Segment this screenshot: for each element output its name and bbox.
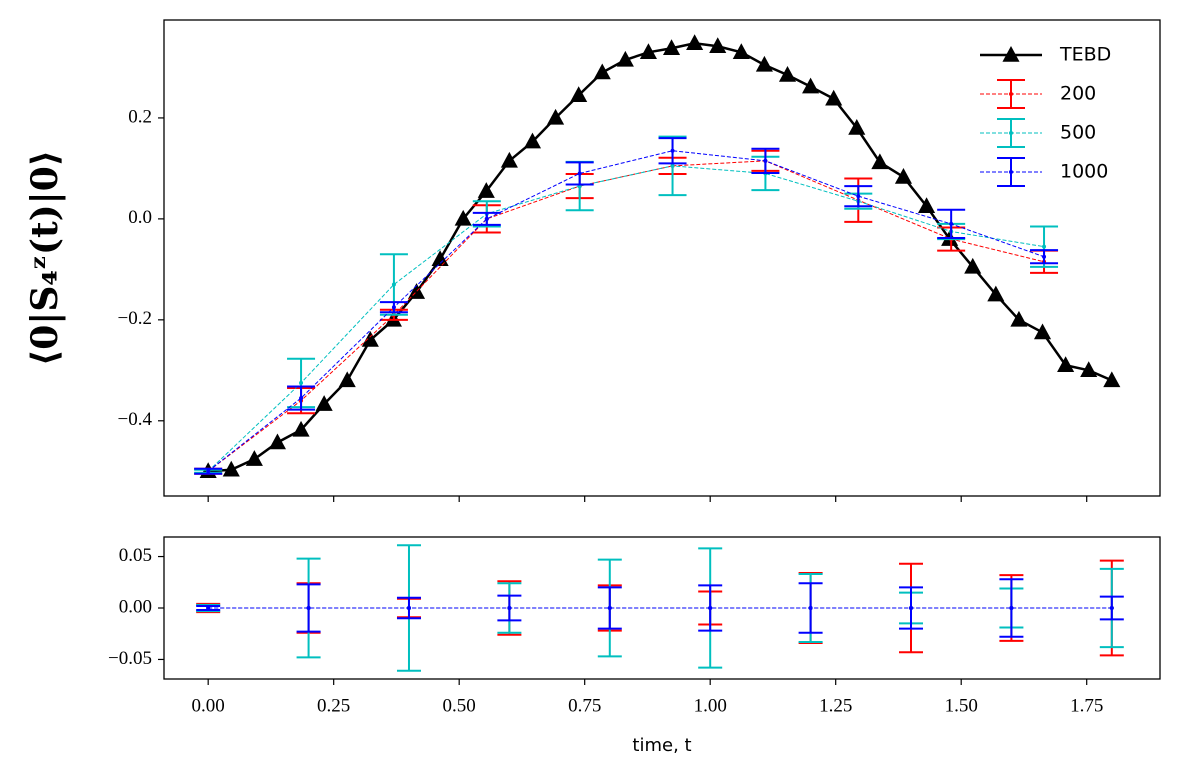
triangle-marker <box>222 460 240 477</box>
triangle-marker <box>315 395 333 411</box>
x-tick-label: 1.00 <box>694 695 727 716</box>
y-tick-label: −0.2 <box>118 308 152 329</box>
triangle-marker <box>1080 361 1098 378</box>
series-line <box>207 150 1045 472</box>
triangle-marker <box>245 450 263 466</box>
triangle-marker <box>848 119 866 135</box>
triangle-marker <box>616 50 634 67</box>
triangle-marker <box>1010 310 1028 327</box>
x-tick-label: 0.25 <box>317 695 350 716</box>
legend-marker <box>1009 131 1013 135</box>
y-tick-label: 0.00 <box>119 596 152 617</box>
triangle-marker <box>778 66 797 82</box>
point-marker <box>949 221 954 226</box>
triangle-marker <box>477 182 495 198</box>
triangle-marker <box>639 43 657 60</box>
triangle-marker <box>523 132 542 149</box>
y-tick-label: −0.4 <box>118 409 153 430</box>
axes-frame <box>163 19 1161 497</box>
point-marker <box>763 158 768 163</box>
triangle-marker <box>547 108 565 125</box>
legend-label: TEBD <box>1059 44 1111 66</box>
y-tick-label: −0.05 <box>108 648 152 669</box>
triangle-marker <box>871 153 889 170</box>
point-marker <box>1042 254 1047 259</box>
triangle-marker <box>662 39 681 56</box>
point-marker <box>206 606 211 610</box>
y-tick-label: 0.2 <box>128 106 152 127</box>
point-marker <box>909 606 913 610</box>
point-marker <box>856 194 861 199</box>
legend-marker <box>1009 92 1013 96</box>
x-tick-label: 1.50 <box>945 695 978 716</box>
triangle-marker <box>755 55 773 72</box>
triangle-marker <box>268 433 287 450</box>
legend-label: 500 <box>1060 122 1096 144</box>
triangle-marker <box>918 197 936 214</box>
y-axis-label: ⟨0|S₄ᶻ(t)|0⟩ <box>24 150 66 367</box>
triangle-marker <box>431 250 449 267</box>
series-line <box>208 41 1113 473</box>
triangle-marker <box>987 285 1005 302</box>
point-marker <box>577 171 582 176</box>
point-marker <box>1009 606 1014 610</box>
point-marker <box>391 282 396 287</box>
x-tick-label: 1.25 <box>819 695 852 716</box>
x-tick-label: 0.50 <box>443 695 476 716</box>
point-marker <box>391 305 396 310</box>
point-marker <box>670 148 675 153</box>
triangle-marker <box>593 63 611 80</box>
point-marker <box>1042 244 1047 249</box>
point-marker <box>670 163 675 168</box>
x-axis-label: time, t <box>632 735 691 756</box>
point-marker <box>808 606 813 610</box>
triangle-marker <box>802 77 820 94</box>
triangle-marker <box>1103 371 1121 388</box>
x-tick-label: 0.75 <box>568 695 601 716</box>
triangle-marker <box>338 371 356 388</box>
y-tick-label: 0.0 <box>128 207 152 228</box>
triangle-marker <box>964 257 982 274</box>
triangle-marker <box>454 209 472 226</box>
point-marker <box>299 380 304 385</box>
triangle-marker <box>1057 356 1075 373</box>
point-marker <box>306 606 311 610</box>
triangle-marker <box>732 43 750 60</box>
point-marker <box>607 606 612 610</box>
triangle-marker <box>686 34 704 50</box>
triangle-marker <box>1033 323 1052 340</box>
triangle-marker <box>570 86 588 102</box>
point-marker <box>406 606 411 610</box>
legend-label: 1000 <box>1060 161 1108 183</box>
point-marker <box>507 606 512 610</box>
triangle-marker <box>500 151 518 168</box>
triangle-marker <box>292 420 310 437</box>
x-tick-label: 0.00 <box>192 695 225 716</box>
legend-marker <box>1009 170 1013 174</box>
triangle-marker <box>825 89 843 106</box>
axes-frame <box>163 536 1161 680</box>
triangle-marker <box>894 167 913 184</box>
series-line <box>207 165 1045 472</box>
point-marker <box>708 606 713 610</box>
y-tick-label: 0.05 <box>119 545 152 566</box>
legend-marker <box>1002 46 1020 62</box>
point-marker <box>299 396 304 401</box>
legend-label: 200 <box>1060 83 1096 105</box>
triangle-marker <box>709 37 727 53</box>
triangle-marker <box>407 283 426 299</box>
point-marker <box>484 216 489 221</box>
triangle-marker <box>361 331 379 347</box>
point-marker <box>206 469 211 474</box>
x-tick-label: 1.75 <box>1070 695 1103 716</box>
point-marker <box>1109 606 1114 610</box>
